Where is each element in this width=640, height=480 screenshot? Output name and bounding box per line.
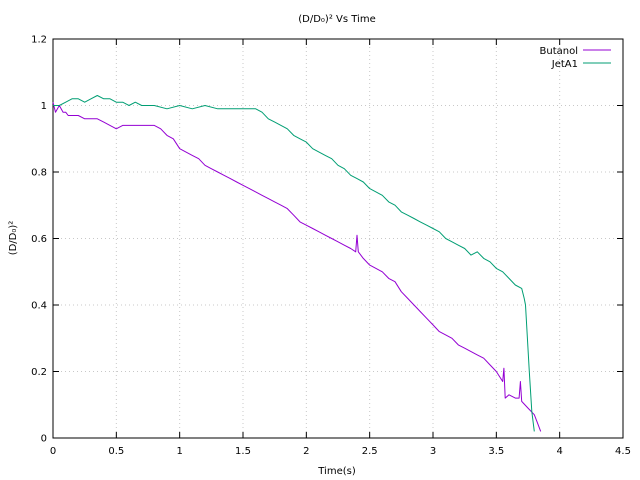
x-tick-label: 4.5 bbox=[615, 446, 631, 457]
y-tick-label: 0.2 bbox=[31, 367, 47, 378]
x-tick-label: 3 bbox=[430, 446, 436, 457]
series-line-jeta1 bbox=[53, 95, 535, 432]
y-axis-title: (D/D₀)² bbox=[8, 221, 19, 256]
legend: Butanol JetA1 bbox=[540, 46, 611, 70]
axis-layer bbox=[52, 38, 624, 439]
x-axis-title: Time(s) bbox=[317, 466, 356, 477]
x-tick-label: 0.5 bbox=[108, 446, 124, 457]
y-tick-label: 1 bbox=[41, 101, 47, 112]
y-tick-label: 0.6 bbox=[31, 234, 47, 245]
legend-label-jeta1: JetA1 bbox=[551, 59, 578, 70]
y-tick-label: 0.4 bbox=[31, 301, 47, 312]
x-tick-label: 3.5 bbox=[488, 446, 504, 457]
x-tick-label: 4 bbox=[556, 446, 562, 457]
tick-label-layer: 0 0.5 1 1.5 2 2.5 3 3.5 4 4.5 0 0.2 0.4 0.6 0.8 1 1.2 bbox=[31, 35, 631, 458]
series-line-butanol bbox=[52, 102, 542, 432]
y-tick-label: 0.8 bbox=[31, 168, 47, 179]
x-tick-label: 0 bbox=[50, 446, 56, 457]
series-layer bbox=[52, 95, 542, 432]
x-tick-label: 1 bbox=[176, 446, 182, 457]
legend-label-butanol: Butanol bbox=[540, 46, 578, 57]
chart-title: (D/D₀)² Vs Time bbox=[298, 14, 375, 25]
x-tick-label: 2 bbox=[303, 446, 309, 457]
y-tick-label: 0 bbox=[41, 434, 47, 445]
x-tick-label: 1.5 bbox=[235, 446, 251, 457]
x-tick-label: 2.5 bbox=[362, 446, 378, 457]
y-tick-label: 1.2 bbox=[31, 35, 47, 46]
